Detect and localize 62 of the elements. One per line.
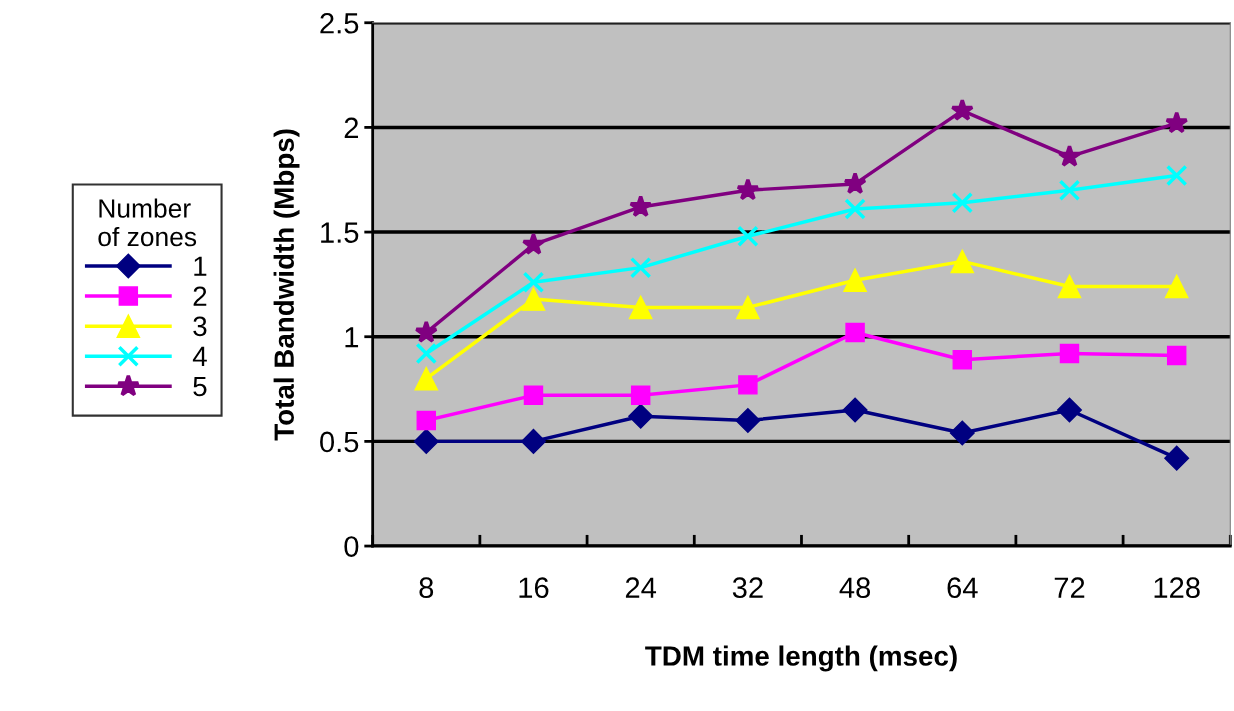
- y-tick-label: 0.5: [320, 431, 359, 453]
- y-tick-label: 1: [345, 327, 359, 348]
- x-tick-label: 24: [625, 577, 657, 598]
- y-tick-label: 1.5: [321, 222, 359, 243]
- point: [843, 268, 867, 293]
- point: [416, 410, 436, 431]
- point: [629, 256, 652, 279]
- legend-title: Number of zones: [98, 198, 197, 247]
- point: [1057, 397, 1082, 423]
- point: [842, 397, 868, 423]
- point: [1058, 179, 1081, 201]
- point: [523, 385, 544, 406]
- point: [1165, 164, 1188, 187]
- point: [522, 271, 545, 294]
- x-tick-label: 16: [519, 577, 549, 599]
- point: [950, 249, 975, 274]
- x-tick-label: 72: [1054, 577, 1085, 598]
- point: [628, 295, 653, 320]
- legend-label: 5: [193, 376, 207, 397]
- point: [628, 403, 654, 429]
- point: [630, 385, 651, 406]
- y-tick-label: 2: [344, 117, 359, 138]
- point: [520, 428, 546, 454]
- x-tick-label: 48: [839, 577, 871, 599]
- point: [521, 287, 546, 311]
- point: [951, 192, 974, 214]
- point: [1166, 345, 1187, 366]
- point: [1057, 274, 1082, 299]
- legend-label: 4: [192, 346, 207, 366]
- point: [521, 232, 546, 255]
- point: [737, 225, 759, 248]
- x-tick-label: 128: [1154, 577, 1200, 599]
- point: [1164, 274, 1189, 299]
- x-axis-title: TDM time length (msec): [645, 645, 957, 672]
- point: [415, 342, 438, 365]
- legend-label: 1: [194, 256, 207, 276]
- y-tick-label: 0: [344, 536, 359, 557]
- legend-label: 3: [193, 316, 207, 337]
- point: [735, 407, 761, 433]
- point: [1164, 445, 1190, 471]
- x-tick-label: 64: [947, 577, 978, 599]
- point: [845, 322, 865, 343]
- point: [843, 171, 867, 195]
- y-axis-title: Total Bandwidth (Mbps): [273, 129, 300, 441]
- point: [949, 420, 975, 446]
- point: [952, 350, 973, 370]
- point: [629, 194, 653, 218]
- y-tick-label: 2.5: [320, 12, 359, 34]
- point: [736, 295, 760, 320]
- legend-label: 2: [193, 286, 207, 306]
- point: [1057, 144, 1082, 167]
- x-tick-label: 8: [419, 577, 434, 599]
- point: [414, 320, 438, 343]
- point: [736, 178, 760, 201]
- point: [1165, 111, 1189, 134]
- point: [413, 428, 439, 454]
- point: [1059, 343, 1080, 364]
- point: [738, 375, 758, 395]
- point: [950, 98, 974, 121]
- point: [414, 366, 439, 391]
- point: [844, 198, 866, 220]
- x-tick-label: 32: [732, 577, 763, 599]
